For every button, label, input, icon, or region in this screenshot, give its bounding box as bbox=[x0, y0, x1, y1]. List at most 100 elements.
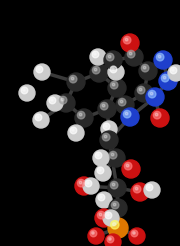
Circle shape bbox=[105, 234, 121, 246]
Circle shape bbox=[144, 182, 160, 198]
Circle shape bbox=[97, 167, 104, 174]
Circle shape bbox=[137, 86, 145, 94]
Circle shape bbox=[19, 85, 35, 101]
Circle shape bbox=[72, 129, 74, 131]
Circle shape bbox=[125, 48, 143, 66]
Circle shape bbox=[124, 162, 132, 170]
Circle shape bbox=[109, 199, 127, 217]
Circle shape bbox=[77, 179, 85, 187]
Circle shape bbox=[88, 228, 104, 244]
Circle shape bbox=[92, 51, 99, 58]
Circle shape bbox=[85, 180, 92, 187]
Circle shape bbox=[61, 98, 64, 101]
Circle shape bbox=[108, 55, 111, 58]
Circle shape bbox=[95, 209, 113, 227]
Circle shape bbox=[107, 214, 109, 216]
Circle shape bbox=[131, 230, 138, 237]
Circle shape bbox=[68, 125, 84, 141]
Circle shape bbox=[133, 185, 141, 193]
Circle shape bbox=[102, 104, 105, 107]
Circle shape bbox=[67, 73, 85, 91]
Circle shape bbox=[118, 98, 126, 106]
Circle shape bbox=[127, 50, 135, 58]
Circle shape bbox=[125, 112, 128, 115]
Circle shape bbox=[97, 154, 99, 156]
Circle shape bbox=[98, 100, 116, 118]
Circle shape bbox=[172, 69, 174, 71]
Circle shape bbox=[59, 96, 67, 104]
Circle shape bbox=[102, 133, 110, 141]
Circle shape bbox=[108, 64, 124, 80]
Circle shape bbox=[129, 228, 145, 244]
Circle shape bbox=[116, 96, 134, 114]
Circle shape bbox=[37, 116, 39, 118]
Circle shape bbox=[125, 38, 128, 41]
Circle shape bbox=[153, 111, 161, 119]
Circle shape bbox=[38, 68, 40, 70]
Circle shape bbox=[75, 177, 93, 195]
Circle shape bbox=[97, 211, 105, 219]
Circle shape bbox=[163, 76, 166, 79]
Circle shape bbox=[121, 34, 139, 52]
Circle shape bbox=[110, 181, 118, 189]
Circle shape bbox=[120, 100, 123, 103]
Circle shape bbox=[105, 125, 107, 127]
Circle shape bbox=[23, 89, 25, 91]
Circle shape bbox=[71, 77, 74, 80]
Circle shape bbox=[95, 165, 111, 181]
Circle shape bbox=[113, 203, 116, 206]
Circle shape bbox=[69, 75, 77, 83]
Circle shape bbox=[154, 51, 172, 69]
Circle shape bbox=[131, 183, 149, 201]
Circle shape bbox=[109, 151, 117, 159]
Circle shape bbox=[161, 74, 169, 82]
Circle shape bbox=[109, 238, 111, 240]
Circle shape bbox=[148, 186, 150, 188]
Circle shape bbox=[90, 230, 97, 237]
Circle shape bbox=[95, 152, 102, 159]
Circle shape bbox=[83, 178, 99, 194]
Circle shape bbox=[111, 221, 119, 229]
Circle shape bbox=[47, 95, 63, 111]
Circle shape bbox=[107, 236, 114, 243]
Circle shape bbox=[112, 223, 116, 226]
Circle shape bbox=[87, 182, 89, 184]
Circle shape bbox=[158, 55, 161, 58]
Circle shape bbox=[104, 135, 107, 138]
Circle shape bbox=[104, 51, 122, 69]
Circle shape bbox=[122, 160, 140, 178]
Circle shape bbox=[90, 49, 106, 65]
Circle shape bbox=[146, 88, 164, 106]
Circle shape bbox=[108, 79, 126, 97]
Circle shape bbox=[141, 64, 149, 72]
Circle shape bbox=[77, 111, 85, 119]
Circle shape bbox=[121, 108, 139, 126]
Circle shape bbox=[126, 164, 129, 167]
Circle shape bbox=[21, 87, 28, 94]
Circle shape bbox=[146, 184, 153, 191]
Circle shape bbox=[108, 179, 126, 197]
Circle shape bbox=[98, 194, 105, 201]
Circle shape bbox=[135, 84, 153, 102]
Circle shape bbox=[94, 53, 96, 55]
Circle shape bbox=[33, 112, 49, 128]
Circle shape bbox=[79, 113, 82, 116]
Circle shape bbox=[79, 181, 82, 184]
Circle shape bbox=[110, 66, 117, 73]
Circle shape bbox=[92, 66, 100, 74]
Circle shape bbox=[108, 218, 128, 238]
Circle shape bbox=[135, 187, 138, 190]
Circle shape bbox=[100, 131, 118, 149]
Circle shape bbox=[36, 66, 43, 73]
Circle shape bbox=[99, 169, 101, 171]
Circle shape bbox=[133, 232, 135, 234]
Circle shape bbox=[100, 196, 102, 198]
Circle shape bbox=[49, 97, 56, 104]
Circle shape bbox=[143, 66, 146, 69]
Circle shape bbox=[156, 53, 164, 61]
Circle shape bbox=[100, 102, 108, 110]
Circle shape bbox=[107, 149, 125, 167]
Circle shape bbox=[170, 67, 177, 74]
Circle shape bbox=[159, 72, 177, 90]
Circle shape bbox=[35, 114, 42, 121]
